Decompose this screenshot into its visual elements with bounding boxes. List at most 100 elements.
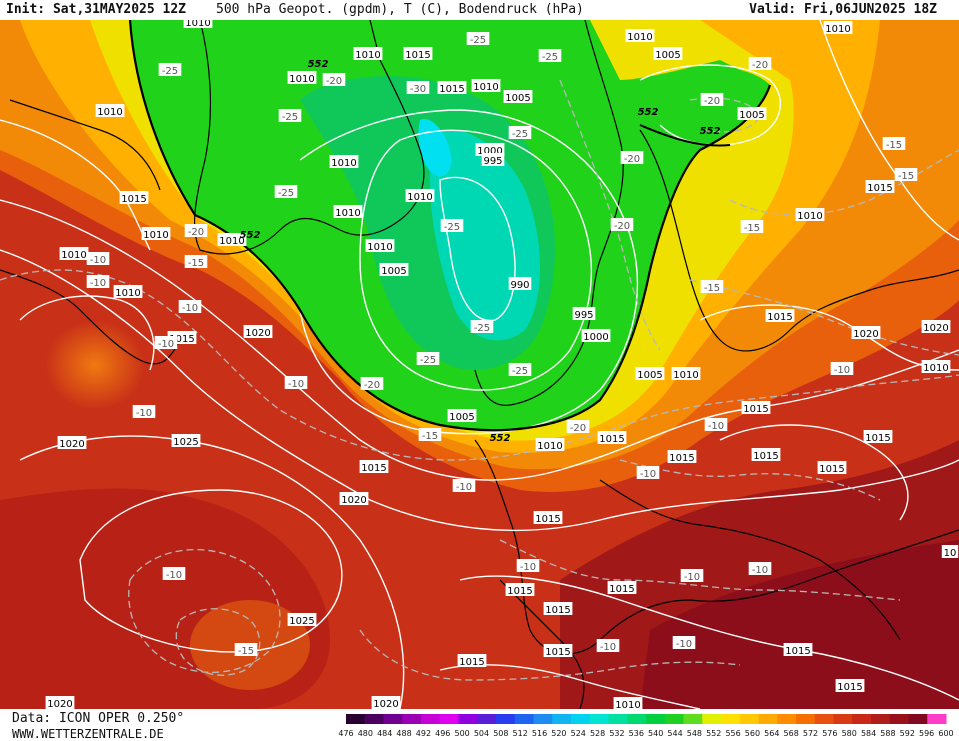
temperature-label: -20 bbox=[184, 224, 208, 238]
init-time-label: Init: Sat,31MAY2025 12Z bbox=[6, 2, 187, 17]
pressure-label: 1015 bbox=[667, 450, 697, 464]
pressure-label-box bbox=[113, 285, 143, 298]
legend-tick-label: 488 bbox=[396, 729, 411, 738]
pressure-label-box bbox=[95, 104, 125, 117]
legend-tick-label: 520 bbox=[551, 729, 566, 738]
legend-tick-label: 580 bbox=[842, 729, 857, 738]
pressure-label-box bbox=[597, 431, 627, 444]
pressure-label: 1025 bbox=[171, 434, 201, 448]
pressure-label-text: 1015 bbox=[169, 334, 194, 345]
temperature-label-box bbox=[700, 93, 724, 106]
temperature-label-box bbox=[596, 639, 620, 652]
pressure-label-text: 1015 bbox=[439, 84, 464, 95]
pressure-label: 1010 bbox=[353, 47, 383, 61]
temperature-label-text: -25 bbox=[278, 188, 294, 199]
temperature-label-text: -10 bbox=[136, 408, 152, 419]
pressure-label-box bbox=[365, 239, 395, 252]
temperature-label: -15 bbox=[700, 280, 724, 294]
temperature-label-box bbox=[700, 280, 724, 293]
legend-tick-label: 552 bbox=[706, 729, 721, 738]
legend-tick-label: 484 bbox=[377, 729, 392, 738]
legend-tick-label: 592 bbox=[900, 729, 915, 738]
pressure-label: 1015 bbox=[765, 309, 795, 323]
temperature-label-text: -25 bbox=[282, 112, 298, 123]
pressure-label-box bbox=[471, 79, 501, 92]
pressure-label: 1015 bbox=[607, 581, 637, 595]
coastlines bbox=[0, 20, 959, 709]
temperature-label: -15 bbox=[740, 220, 764, 234]
pressure-label-box bbox=[217, 233, 247, 246]
valid-time-label: Valid: Fri,06JUN2025 18Z bbox=[749, 2, 937, 17]
pressure-label-box bbox=[481, 153, 505, 166]
geopotential-label-text: 552 bbox=[308, 59, 329, 70]
temperature-label-text: -10 bbox=[90, 255, 106, 266]
legend-tick-label: 496 bbox=[435, 729, 450, 738]
temperature-label: -25 bbox=[508, 126, 532, 140]
pressure-label-text: 1020 bbox=[59, 439, 84, 450]
geopotential-label: 552 bbox=[308, 59, 329, 70]
temperature-label-box bbox=[86, 275, 110, 288]
pressure-label: 1020 bbox=[851, 326, 881, 340]
legend-swatch bbox=[364, 714, 384, 724]
legend-tick-label: 512 bbox=[513, 729, 528, 738]
pressure-label-text: 1020 bbox=[341, 495, 366, 506]
temperature-label-box bbox=[418, 428, 442, 441]
pressure-label-text: 1015 bbox=[767, 312, 792, 323]
pressure-label-box bbox=[543, 644, 573, 657]
pressure-label-text: 1010 bbox=[289, 74, 314, 85]
pressure-label: 1015 bbox=[597, 431, 627, 445]
pressure-label-text: 1020 bbox=[923, 323, 948, 334]
pressure-label-box bbox=[671, 367, 701, 380]
legend-swatch bbox=[777, 714, 797, 724]
temperature-label-box bbox=[284, 376, 308, 389]
pressure-label-text: 1010 bbox=[61, 250, 86, 261]
pressure-label-text: 1010 bbox=[797, 211, 822, 222]
legend-swatch bbox=[702, 714, 722, 724]
pressure-label-box bbox=[329, 155, 359, 168]
pressure-label-box bbox=[333, 205, 363, 218]
pressure-label-text: 1015 bbox=[535, 514, 560, 525]
temperature-label-box bbox=[184, 255, 208, 268]
temperature-label-text: -25 bbox=[470, 35, 486, 46]
legend-tick-label: 544 bbox=[667, 729, 682, 738]
pressure-label: 995 bbox=[572, 307, 596, 321]
temperature-label-box bbox=[516, 559, 540, 572]
legend-swatch bbox=[683, 714, 703, 724]
temperature-label-text: -10 bbox=[158, 339, 174, 350]
pressure-label: 1015 bbox=[783, 643, 813, 657]
pressure-label-box bbox=[613, 697, 643, 709]
legend-swatch bbox=[496, 714, 516, 724]
pressure-label-box bbox=[865, 180, 895, 193]
pressure-label: 1005 bbox=[447, 409, 477, 423]
temperature-label-box bbox=[184, 224, 208, 237]
temperature-label: -10 bbox=[86, 275, 110, 289]
map-title: 500 hPa Geopot. (gpdm), T (C), Bodendruc… bbox=[216, 2, 584, 17]
pressure-label: 1010 bbox=[217, 233, 247, 247]
temperature-label: -25 bbox=[508, 363, 532, 377]
temperature-label: -25 bbox=[416, 352, 440, 366]
pressure-label-text: 1005 bbox=[739, 110, 764, 121]
temperature-label: -20 bbox=[322, 73, 346, 87]
pressure-label-text: 1005 bbox=[637, 370, 662, 381]
pressure-label: 1010 bbox=[405, 189, 435, 203]
pressure-label: 1015 bbox=[741, 401, 771, 415]
legend-tick-label: 556 bbox=[725, 729, 740, 738]
pressure-label-box bbox=[287, 613, 317, 626]
pressure-label-text: 1020 bbox=[373, 699, 398, 709]
legend-tick-label: 596 bbox=[919, 729, 934, 738]
pressure-label: 1000 bbox=[581, 329, 611, 343]
geopotential-labels: 552 552 552 552 552 bbox=[240, 59, 721, 444]
pressure-label-text: 1015 bbox=[121, 194, 146, 205]
temperature-label-text: -10 bbox=[752, 565, 768, 576]
temperature-label-text: -15 bbox=[886, 140, 902, 151]
geopotential-label-text: 552 bbox=[490, 433, 511, 444]
legend-swatch bbox=[758, 714, 778, 724]
pressure-label-text: 1010 bbox=[97, 107, 122, 118]
legend-swatch bbox=[533, 714, 553, 724]
pressure-label: 1010 bbox=[535, 438, 565, 452]
temperature-label: -25 bbox=[158, 63, 182, 77]
pressure-label-text: 1015 bbox=[507, 586, 532, 597]
temperature-label: -10 bbox=[154, 336, 178, 350]
pressure-label-box bbox=[765, 309, 795, 322]
temperature-label-box bbox=[610, 218, 634, 231]
